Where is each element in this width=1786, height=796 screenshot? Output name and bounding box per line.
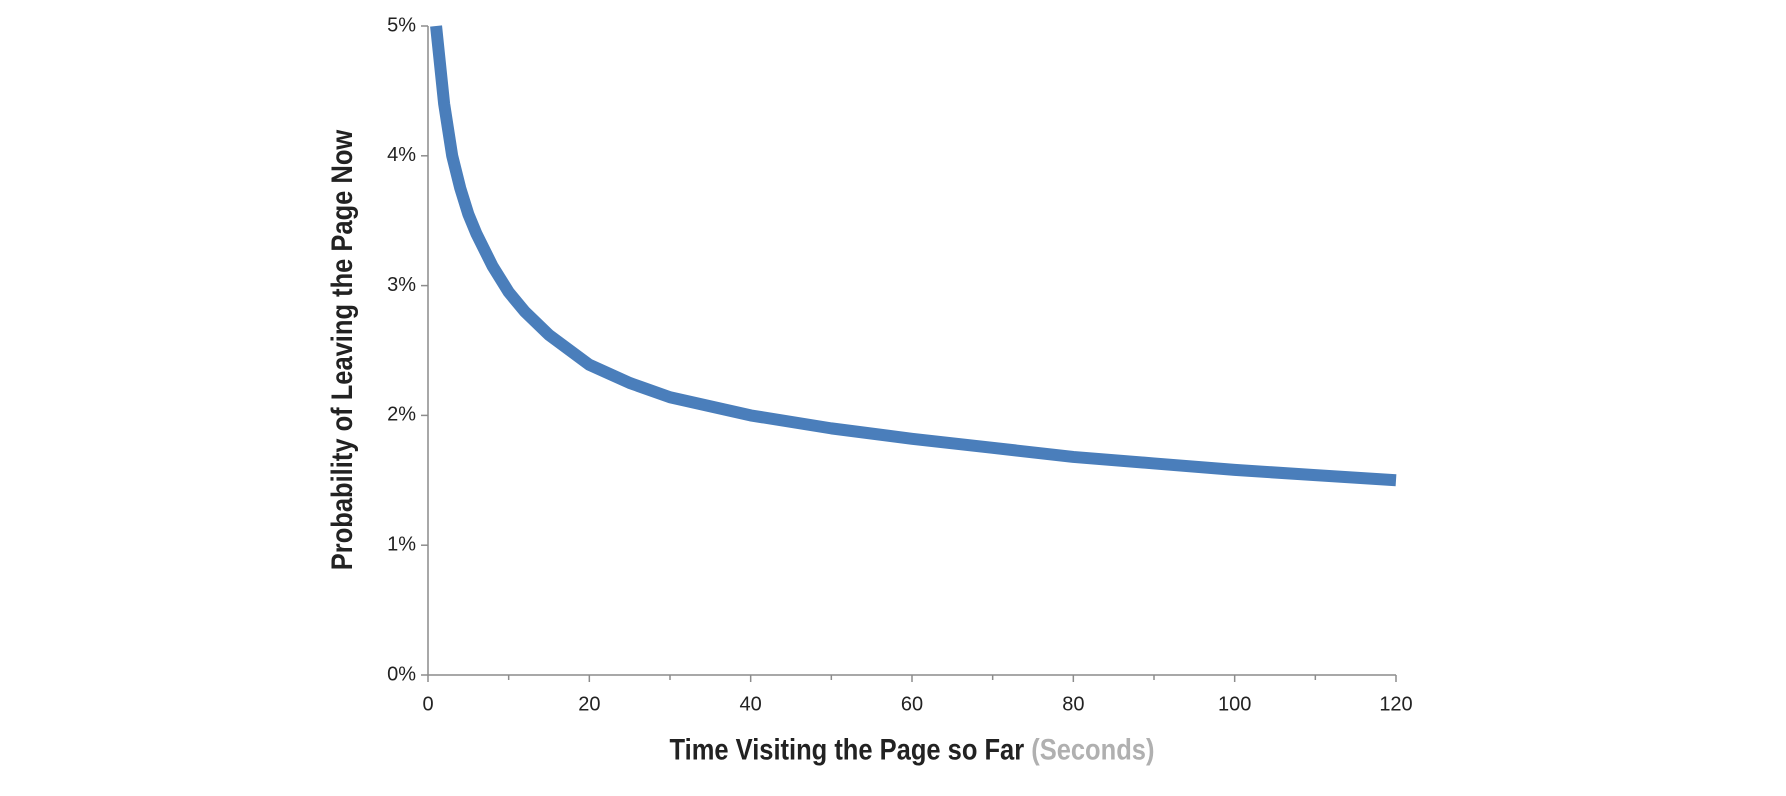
x-tick-label: 20 — [578, 693, 600, 715]
x-tick-label: 80 — [1062, 693, 1084, 715]
x-tick-label: 60 — [901, 693, 923, 715]
y-tick-label: 0% — [387, 663, 416, 685]
x-axis-label: Time Visiting the Page so Far (Seconds) — [670, 733, 1155, 766]
y-tick-label: 3% — [387, 274, 416, 296]
x-tick-label: 0 — [422, 693, 433, 715]
line-series — [430, 25, 1397, 487]
y-tick-label: 1% — [387, 533, 416, 555]
y-tick-label: 2% — [387, 404, 416, 426]
x-label-unit: (Seconds) — [1031, 733, 1154, 766]
x-tick-label: 100 — [1218, 693, 1251, 715]
y-tick-label: 4% — [387, 144, 416, 166]
x-label-main: Time Visiting the Page so Far — [670, 733, 1025, 766]
y-axis-label: Probability of Leaving the Page Now — [325, 129, 358, 570]
x-tick-label: 40 — [740, 693, 762, 715]
x-tick-label: 120 — [1379, 693, 1412, 715]
y-tick-label: 5% — [387, 14, 416, 36]
